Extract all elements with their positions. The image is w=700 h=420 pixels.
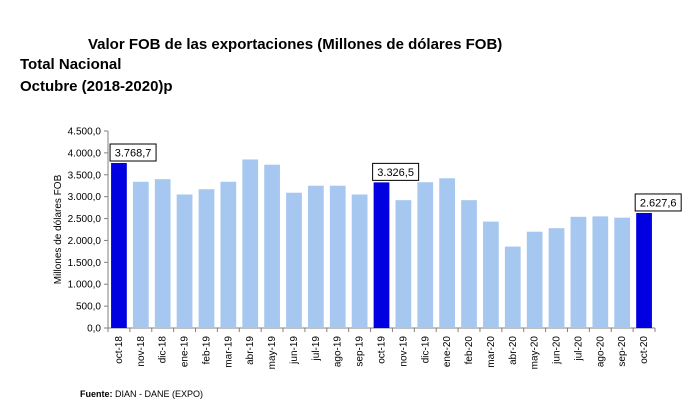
bar bbox=[264, 164, 280, 328]
data-label-box bbox=[372, 162, 420, 181]
bar bbox=[286, 192, 302, 328]
chart-title: Valor FOB de las exportaciones (Millones… bbox=[88, 36, 503, 53]
bar-highlight bbox=[111, 163, 127, 328]
bar bbox=[417, 182, 434, 328]
y-tick-label: 4.500,0 bbox=[68, 127, 102, 138]
bar bbox=[548, 228, 565, 328]
chart-subtitle-period: Octubre (2018-2020)p bbox=[20, 78, 173, 95]
x-tick-label: jun-19 bbox=[289, 336, 300, 365]
bar bbox=[198, 189, 215, 328]
bar-highlight bbox=[636, 212, 652, 328]
x-tick-label: mar-20 bbox=[486, 336, 497, 368]
bar bbox=[176, 194, 193, 328]
y-tick-label: 3.500,0 bbox=[68, 170, 102, 181]
x-tick-label: dic-18 bbox=[158, 336, 169, 364]
x-tick-label: ago-20 bbox=[595, 336, 606, 368]
x-tick-label: abr-19 bbox=[245, 336, 256, 365]
bar bbox=[592, 216, 609, 328]
x-tick-label: ene-19 bbox=[180, 336, 191, 368]
x-tick-label: may-20 bbox=[530, 336, 541, 370]
bar bbox=[307, 185, 324, 328]
x-tick-label: jun-20 bbox=[552, 336, 563, 365]
y-tick-label: 1.500,0 bbox=[68, 258, 102, 269]
bar bbox=[154, 179, 171, 328]
x-tick-label: mar-19 bbox=[223, 336, 234, 368]
x-tick-label: jul-19 bbox=[311, 336, 322, 362]
data-label-box bbox=[634, 193, 682, 212]
data-label-box bbox=[109, 143, 157, 162]
bar bbox=[461, 200, 477, 328]
bar bbox=[570, 216, 587, 328]
y-tick-label: 2.000,0 bbox=[68, 236, 102, 247]
bar bbox=[504, 246, 521, 328]
x-tick-label: nov-19 bbox=[398, 336, 409, 367]
bar bbox=[439, 178, 456, 328]
y-tick-label: 0,0 bbox=[87, 324, 101, 335]
x-tick-label: oct-19 bbox=[377, 336, 388, 364]
x-tick-label: nov-18 bbox=[136, 336, 147, 367]
x-tick-label: sep-19 bbox=[355, 336, 366, 367]
bar bbox=[220, 181, 237, 328]
x-tick-label: sep-20 bbox=[617, 336, 628, 367]
x-tick-label: feb-20 bbox=[464, 336, 475, 365]
y-axis-title: Millones de dólares FOB bbox=[53, 174, 64, 284]
x-tick-label: ago-19 bbox=[333, 336, 344, 368]
x-tick-label: oct-18 bbox=[114, 336, 125, 364]
bar-highlight bbox=[373, 182, 390, 328]
x-tick-label: abr-20 bbox=[508, 336, 519, 365]
data-label: 3.326,5 bbox=[377, 167, 414, 179]
x-tick-label: oct-20 bbox=[639, 336, 650, 364]
chart-subtitle-scope: Total Nacional bbox=[20, 56, 122, 73]
bar bbox=[395, 200, 412, 328]
y-tick-label: 3.000,0 bbox=[68, 192, 102, 203]
x-tick-label: dic-19 bbox=[420, 336, 431, 364]
bar bbox=[526, 231, 543, 328]
source-text: DIAN - DANE (EXPO) bbox=[112, 389, 204, 399]
x-tick-label: feb-19 bbox=[201, 336, 212, 365]
y-tick-label: 500,0 bbox=[76, 302, 101, 313]
x-tick-label: may-19 bbox=[267, 336, 278, 370]
bar bbox=[614, 217, 631, 328]
y-tick-label: 1.000,0 bbox=[68, 280, 102, 291]
x-tick-label: jul-20 bbox=[573, 336, 584, 362]
bar bbox=[132, 181, 149, 328]
y-tick-label: 4.000,0 bbox=[68, 148, 102, 159]
bar bbox=[242, 159, 259, 328]
bar bbox=[329, 185, 346, 328]
data-label: 3.768,7 bbox=[115, 148, 152, 160]
y-tick-label: 2.500,0 bbox=[68, 214, 102, 225]
data-label: 2.627,6 bbox=[640, 197, 677, 209]
x-tick-label: ene-20 bbox=[442, 336, 453, 368]
bar bbox=[483, 221, 499, 328]
source-note: Fuente: DIAN - DANE (EXPO) bbox=[80, 389, 203, 399]
bar bbox=[351, 194, 368, 328]
source-label: Fuente: bbox=[80, 389, 113, 399]
